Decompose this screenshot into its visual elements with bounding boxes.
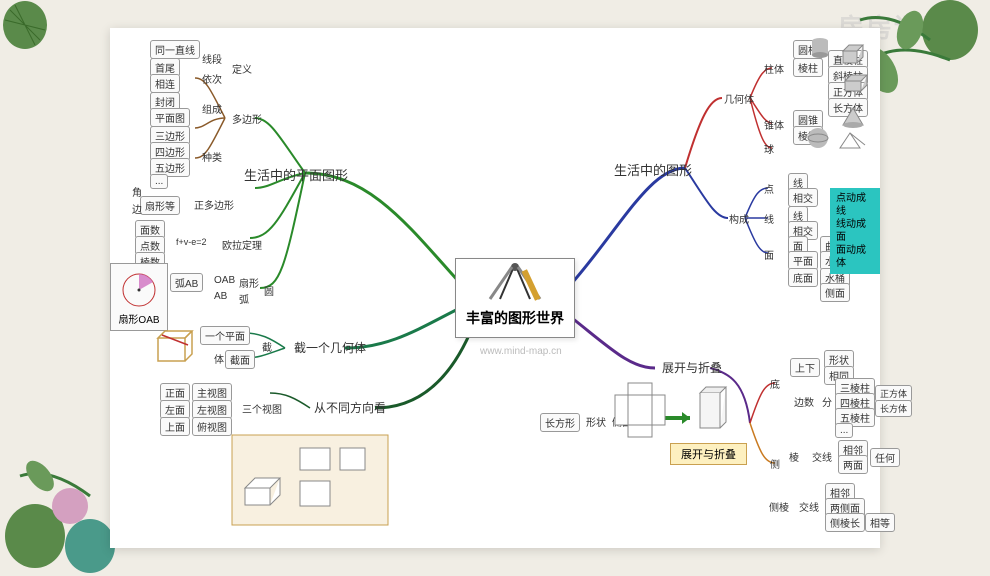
leaf: 线段 [198,50,226,67]
leaf: 种类 [198,148,226,165]
highlight-line: 线动成面 [836,218,874,244]
leaf: 侧棱 [765,498,793,515]
leaf: 角 [128,183,146,200]
leaf: 组成 [198,100,226,117]
leaf: 圆 [260,282,278,299]
watermark-url: www.mind-map.cn [480,346,562,357]
highlight-box: 点动成线 线动成面 面动成体 [830,188,880,274]
leaf: 一个平面 [200,326,250,345]
leaf: 锥体 [760,116,788,133]
three-views-icon [230,433,390,528]
leaf: 俯视图 [192,417,232,436]
leaf: 线 [760,210,778,227]
leaf: 截 [258,338,276,355]
leaf: 底 [766,375,784,392]
branch-label: 生活中的图形 [610,159,696,180]
leaf: 边数 [790,393,818,410]
leaf: 扇形 [235,274,263,291]
leaf: 相交 [788,188,818,207]
leaf: 相等 [865,513,895,532]
leaf: 分 [818,393,836,410]
leaf: 任何 [870,448,900,467]
leaf: 交线 [795,498,823,515]
leaf: 几何体 [720,90,758,107]
leaf: 点 [760,180,778,197]
leaf: 侧 [766,455,784,472]
leaf: 交线 [808,448,836,465]
leaf: 柱体 [760,60,788,77]
leaf: 同一直线 [150,40,200,59]
leaf: 长方形 [540,413,580,432]
net-icon [610,378,670,448]
branch-label: 生活中的平面图形 [240,164,352,185]
leaf: 上下 [790,358,820,377]
cube-cut-icon [150,323,200,368]
branch-label: 展开与折叠 [658,358,726,377]
highlight-line: 面动成体 [836,244,874,270]
tools-icon [456,259,574,304]
sector-icon [115,268,163,308]
branch-label: 截一个几何体 [290,338,370,357]
leaf: 依次 [198,70,226,87]
highlight-line: 点动成线 [836,192,874,218]
leaf: 弧AB [170,273,203,292]
leaf-decor-icon [0,0,60,60]
leaf: 面 [760,246,778,263]
center-node: 丰富的图形世界 [455,258,575,338]
leaf: 截面 [225,350,255,369]
branch-label: 从不同方向看 [310,398,390,417]
leaf: 三个视图 [238,400,286,417]
leaf: f+v-e=2 [172,236,211,248]
mindmap-canvas: 丰富的图形世界 www.mind-map.cn 生活中的平面图形 截一个几何体 … [110,28,880,548]
leaf: ... [835,423,853,438]
leaf: 多边形 [228,110,266,127]
leaf: 球 [760,140,778,157]
sub-center-node: 展开与折叠 [670,443,747,465]
prism-icon [692,383,732,438]
leaf: 欧拉定理 [218,236,266,253]
leaf: 弧 [235,290,253,307]
leaf: 边 [128,200,146,217]
leaf: 两面 [838,455,868,474]
sector-diagram: 扇形OAB [110,263,168,331]
leaf: 上面 [160,417,190,436]
leaf: ... [150,174,168,189]
leaf: 扇形等 [140,196,180,215]
leaf: 相连 [150,74,180,93]
center-title: 丰富的图形世界 [456,304,574,328]
leaf: 体 [210,350,228,367]
leaf: 棱 [785,448,803,465]
leaf: AB [210,290,231,303]
leaf: 底面 [788,268,818,287]
leaf: 定义 [228,60,256,77]
leaf: 正多边形 [190,196,238,213]
leaf: 侧面 [820,283,850,302]
leaf: 构成 [725,210,753,227]
leaf: 长方体 [875,400,912,417]
leaf: 侧棱长 [825,513,865,532]
solids-icon [805,33,875,153]
leaf: 平面图 [150,108,190,127]
leaf: 形状 [582,413,610,430]
